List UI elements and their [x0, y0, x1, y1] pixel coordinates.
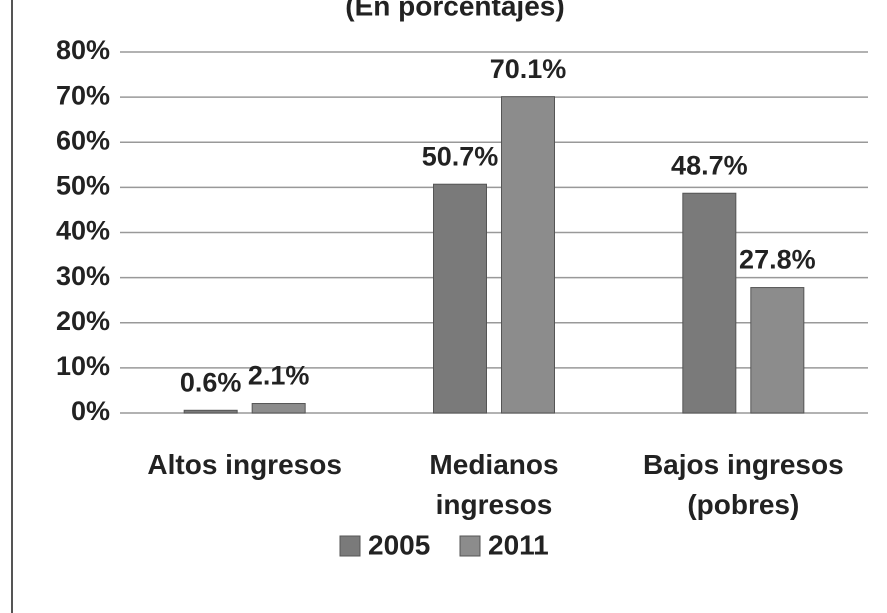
bar — [501, 96, 555, 414]
y-tick-label: 20% — [56, 306, 110, 336]
legend-label: 2011 — [488, 529, 549, 560]
data-label: 0.6% — [180, 367, 242, 397]
frame — [11, 0, 13, 613]
y-tick-label: 50% — [56, 171, 110, 201]
chart-subtitle: (En porcentajes) — [345, 0, 564, 21]
y-tick-label: 70% — [56, 80, 110, 110]
bar — [251, 403, 306, 414]
data-label: 2.1% — [248, 361, 310, 391]
bar — [750, 287, 805, 414]
bar — [433, 183, 487, 414]
legend-swatch — [459, 535, 481, 557]
y-tick-label: 10% — [56, 351, 110, 381]
data-label: 27.8% — [739, 245, 816, 275]
x-tick-label: Bajos ingresos (pobres) — [642, 449, 844, 520]
legend-label: 2005 — [368, 529, 430, 560]
y-tick-label: 80% — [56, 35, 110, 65]
data-label: 70.1% — [490, 54, 567, 84]
bar — [682, 192, 737, 414]
y-tick-label: 0% — [71, 396, 110, 426]
data-label: 48.7% — [671, 150, 748, 180]
y-tick-label: 30% — [56, 261, 110, 291]
x-tick-label: Altos ingresos — [147, 449, 342, 480]
y-tick-label: 40% — [56, 216, 110, 246]
legend-swatch — [339, 535, 361, 557]
x-tick-label: Medianos ingresos — [429, 449, 559, 520]
bar — [183, 409, 238, 414]
y-tick-label: 60% — [56, 125, 110, 155]
data-label: 50.7% — [422, 141, 499, 171]
